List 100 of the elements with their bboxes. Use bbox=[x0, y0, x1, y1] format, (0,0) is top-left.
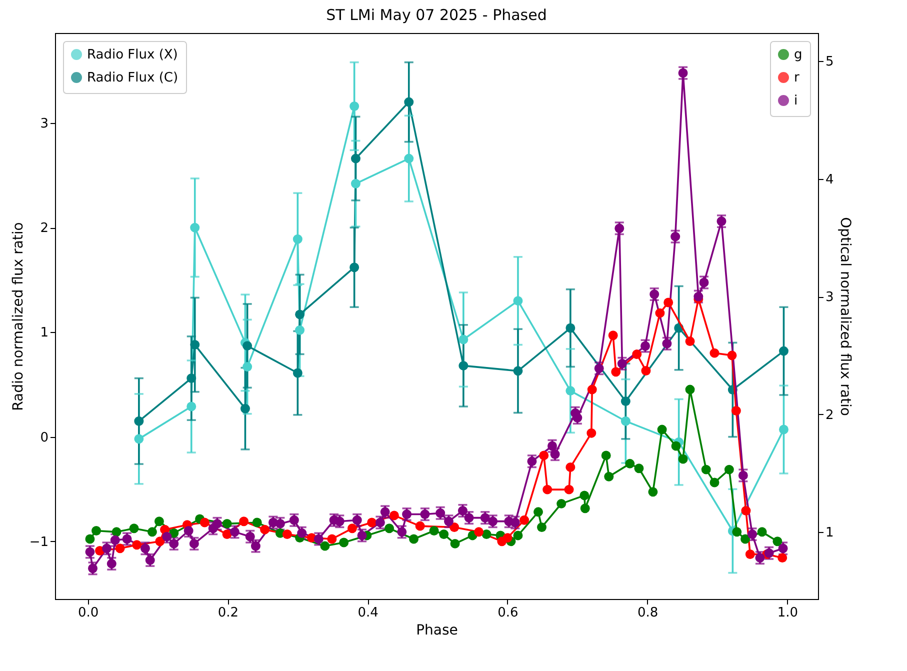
point bbox=[755, 553, 765, 563]
point bbox=[245, 532, 255, 542]
point bbox=[502, 533, 512, 543]
point bbox=[539, 450, 549, 460]
point bbox=[292, 368, 302, 378]
point bbox=[129, 524, 139, 534]
point bbox=[189, 538, 199, 548]
point bbox=[292, 234, 302, 244]
point bbox=[230, 527, 240, 537]
point bbox=[458, 506, 468, 516]
point bbox=[112, 527, 122, 537]
point bbox=[297, 528, 307, 538]
point bbox=[320, 541, 330, 551]
point bbox=[122, 534, 132, 544]
point bbox=[664, 298, 674, 308]
point bbox=[397, 527, 407, 537]
point bbox=[252, 518, 262, 528]
y2-tick-label: 2 bbox=[826, 408, 834, 423]
point bbox=[106, 558, 116, 568]
point bbox=[757, 527, 767, 537]
point bbox=[289, 515, 299, 525]
point bbox=[741, 506, 751, 516]
point bbox=[85, 547, 95, 557]
point bbox=[92, 526, 102, 536]
point bbox=[587, 384, 597, 394]
point bbox=[513, 530, 523, 540]
point bbox=[239, 516, 249, 526]
point bbox=[242, 341, 252, 351]
point bbox=[242, 362, 252, 372]
point bbox=[520, 515, 530, 525]
x-tick-label: 0.2 bbox=[218, 606, 239, 620]
point bbox=[389, 510, 399, 520]
point bbox=[670, 232, 680, 242]
point bbox=[601, 450, 611, 460]
point bbox=[620, 416, 630, 426]
point bbox=[190, 222, 200, 232]
legend-label: r bbox=[794, 70, 800, 86]
y-tick-label: 3 bbox=[40, 116, 48, 132]
point bbox=[566, 323, 576, 333]
y2-tick-label: 3 bbox=[826, 290, 834, 306]
x-tick-label: 1.0 bbox=[777, 606, 798, 620]
point bbox=[350, 262, 360, 272]
y2-tick-label: 5 bbox=[826, 54, 834, 70]
point bbox=[548, 441, 557, 451]
point bbox=[534, 507, 543, 517]
point bbox=[685, 336, 695, 346]
point bbox=[685, 384, 695, 394]
y-axis-title: Radio normalized flux ratio bbox=[10, 222, 26, 411]
point bbox=[662, 338, 672, 348]
point bbox=[186, 402, 196, 412]
point bbox=[678, 454, 688, 464]
point bbox=[350, 154, 360, 164]
point bbox=[586, 428, 596, 438]
point bbox=[748, 530, 758, 540]
point bbox=[641, 366, 651, 376]
point bbox=[314, 534, 324, 544]
point bbox=[710, 478, 720, 488]
point bbox=[260, 524, 270, 534]
point bbox=[458, 360, 468, 370]
x-axis-title: Phase bbox=[416, 622, 458, 638]
point bbox=[580, 504, 590, 514]
point bbox=[450, 538, 460, 548]
y-tick-label: 1 bbox=[40, 326, 48, 341]
legend-label: g bbox=[794, 48, 802, 62]
point bbox=[580, 490, 590, 500]
point bbox=[778, 553, 788, 563]
point bbox=[625, 458, 635, 468]
point bbox=[295, 325, 305, 335]
chart-title: ST LMi May 07 2025 - Phased bbox=[326, 6, 547, 24]
point bbox=[572, 413, 582, 423]
point bbox=[110, 535, 120, 545]
point bbox=[212, 518, 222, 528]
point bbox=[458, 334, 468, 344]
point bbox=[380, 507, 390, 517]
legend-label: Radio Flux (X) bbox=[87, 48, 178, 62]
point bbox=[772, 536, 782, 546]
point bbox=[169, 528, 179, 538]
point bbox=[474, 527, 484, 537]
point bbox=[617, 358, 627, 368]
point bbox=[115, 544, 125, 554]
point bbox=[620, 396, 630, 406]
y2-tick-label: 1 bbox=[826, 525, 834, 540]
point bbox=[85, 534, 95, 544]
point bbox=[716, 216, 726, 226]
point bbox=[527, 456, 537, 466]
point bbox=[222, 530, 232, 540]
point bbox=[450, 522, 460, 532]
y2-axis-title: Optical normalized flux ratio bbox=[836, 217, 853, 416]
point bbox=[295, 310, 305, 320]
point bbox=[282, 530, 292, 540]
point bbox=[640, 341, 650, 351]
point bbox=[339, 538, 349, 548]
point bbox=[357, 530, 367, 540]
point bbox=[184, 526, 194, 536]
point bbox=[134, 434, 144, 444]
point bbox=[738, 470, 748, 480]
y-tick-label: −1 bbox=[29, 534, 48, 550]
point bbox=[327, 534, 337, 544]
point bbox=[594, 364, 604, 374]
x-tick-label: 0.4 bbox=[358, 606, 378, 620]
